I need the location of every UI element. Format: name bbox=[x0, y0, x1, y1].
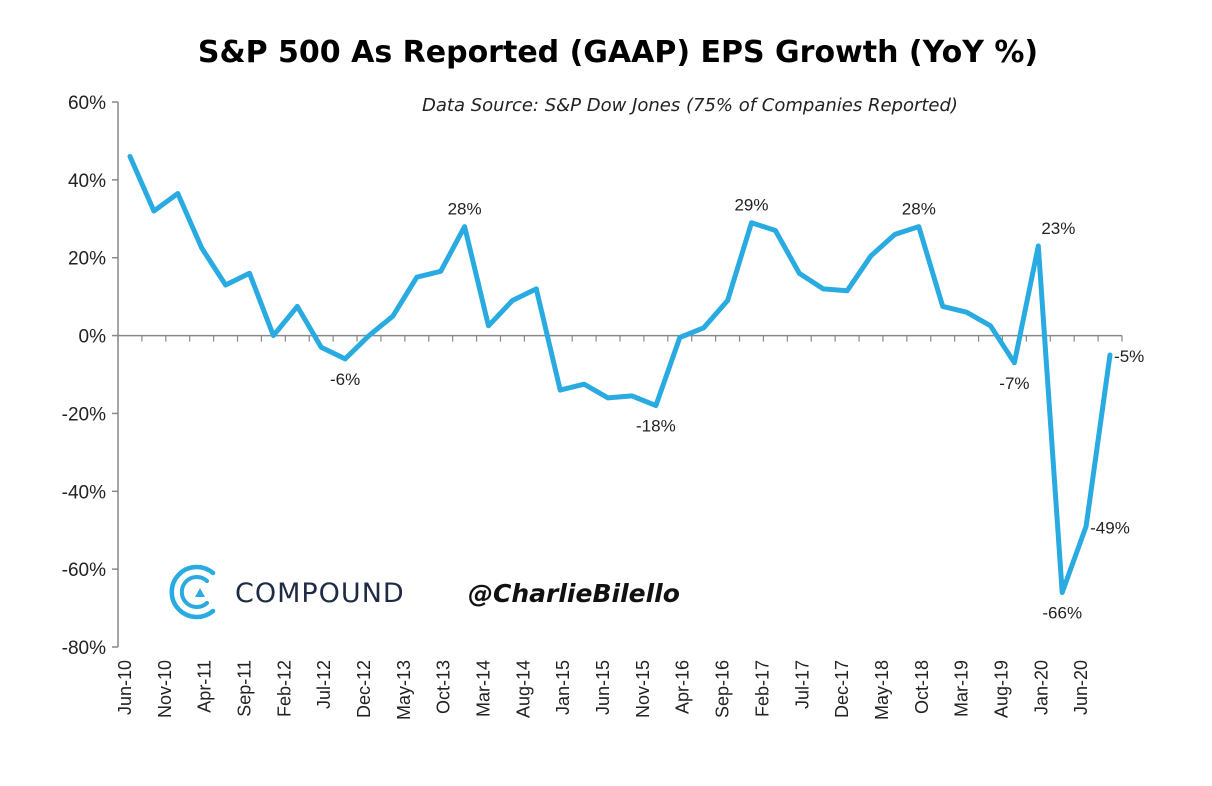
x-tick-label: Sep-11 bbox=[234, 660, 254, 717]
data-label: 28% bbox=[448, 200, 482, 219]
brand-name: COMPOUND bbox=[235, 578, 405, 609]
x-tick-label: May-18 bbox=[872, 660, 892, 720]
x-tick-label: Jul-12 bbox=[314, 660, 334, 709]
y-tick-label: 0% bbox=[79, 327, 107, 348]
chart-title: S&P 500 As Reported (GAAP) EPS Growth (Y… bbox=[198, 35, 1038, 70]
x-tick-label: Apr-16 bbox=[673, 660, 693, 714]
x-tick-label: Jan-20 bbox=[1031, 660, 1051, 715]
data-label: -7% bbox=[999, 374, 1029, 393]
x-tick-label: Jun-20 bbox=[1071, 660, 1091, 715]
x-tick-label: Jun-10 bbox=[115, 660, 135, 715]
data-label: -5% bbox=[1114, 347, 1144, 366]
y-tick-label: -20% bbox=[62, 404, 106, 425]
data-label: -6% bbox=[330, 370, 360, 389]
data-label: 23% bbox=[1041, 219, 1075, 238]
y-tick-label: -40% bbox=[62, 482, 106, 503]
x-tick-label: Oct-18 bbox=[912, 660, 932, 714]
x-tick-label: Dec-17 bbox=[832, 660, 852, 718]
x-tick-label: Nov-15 bbox=[633, 660, 653, 718]
y-tick-label: 60% bbox=[68, 93, 106, 114]
data-label: -66% bbox=[1042, 604, 1082, 623]
data-label: -18% bbox=[636, 417, 676, 436]
x-tick-label: Feb-17 bbox=[752, 660, 772, 717]
logo-inner-arc bbox=[179, 575, 209, 609]
compound-logo-icon bbox=[169, 564, 216, 620]
x-tick-label: Mar-19 bbox=[952, 660, 972, 717]
data-labels: -6% 28% -18% 29% 28% -7% 23% -66% -49% -5% bbox=[330, 196, 1144, 623]
logo-outer-arc bbox=[169, 564, 216, 620]
series-line bbox=[127, 154, 1113, 595]
data-label: -49% bbox=[1090, 518, 1130, 537]
x-tick-label: Sep-16 bbox=[713, 660, 733, 718]
x-tick-label: Oct-13 bbox=[434, 660, 454, 714]
data-label: 28% bbox=[902, 200, 936, 219]
chart-subtitle: Data Source: S&P Dow Jones (75% of Compa… bbox=[422, 95, 958, 116]
y-tick-label: 20% bbox=[68, 249, 106, 270]
y-axis: 60% 40% 20% 0% -20% -40% -60% -80% bbox=[62, 93, 119, 659]
series-layer bbox=[127, 154, 1113, 595]
x-tick-label: Aug-19 bbox=[991, 660, 1011, 718]
y-tick-label: -80% bbox=[62, 638, 106, 659]
x-tick-label: Apr-11 bbox=[195, 660, 215, 713]
twitter-handle: @CharlieBilello bbox=[468, 579, 680, 608]
logo-triangle bbox=[195, 588, 205, 597]
x-tick-label: Nov-10 bbox=[155, 660, 175, 718]
x-tick-label: Jun-15 bbox=[593, 660, 613, 715]
x-tick-label: Jul-17 bbox=[792, 660, 812, 709]
data-label: 29% bbox=[734, 196, 768, 215]
x-tick-label: Feb-12 bbox=[274, 660, 294, 717]
y-tick-label: 40% bbox=[68, 171, 106, 192]
branding: COMPOUND @CharlieBilello bbox=[169, 564, 680, 620]
x-tick-label: Jan-15 bbox=[553, 660, 573, 715]
x-axis: Jun-10 Nov-10 Apr-11 Sep-11 Feb-12 Jul-12 Dec-… bbox=[115, 334, 1123, 720]
y-tick-label: -60% bbox=[62, 560, 106, 581]
x-tick-label: Aug-14 bbox=[513, 660, 533, 718]
x-tick-label: Mar-14 bbox=[474, 660, 494, 717]
x-tick-label: Dec-12 bbox=[354, 660, 374, 718]
x-tick-label: May-13 bbox=[394, 660, 414, 720]
